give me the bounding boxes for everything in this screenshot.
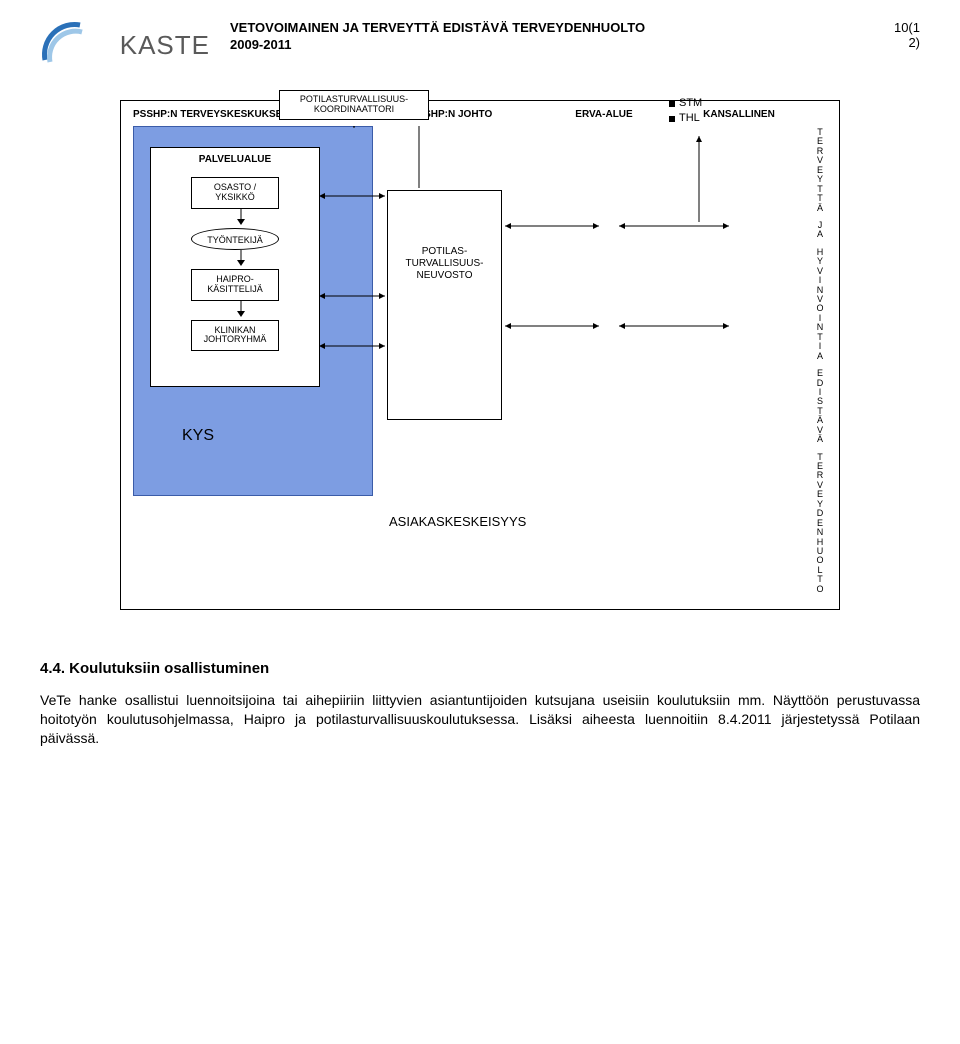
section-heading: 4.4. Koulutuksiin osallistuminen: [40, 660, 920, 677]
org-diagram: PSSHP:N TERVEYSKESKUKSET PSSHP:N JOHTO E…: [120, 100, 840, 610]
mgmt-box: KLINIKAN JOHTORYHMÄ: [191, 320, 279, 352]
title-line-2: 2009-2011: [230, 37, 894, 54]
page-number: 10(1 2): [894, 20, 920, 50]
national-item-stm: STM: [669, 96, 702, 111]
arrow-down-icon: [157, 301, 313, 317]
bottom-label: ASIAKASKESKEISYYS: [389, 514, 526, 529]
kys-region: PALVELUALUE OSASTO / YKSIKKÖ TYÖNTEKIJÄ …: [133, 126, 373, 496]
service-area-title: PALVELUALUE: [157, 154, 313, 165]
column-headers: PSSHP:N TERVEYSKESKUKSET PSSHP:N JOHTO E…: [129, 109, 831, 120]
unit-box: OSASTO / YKSIKKÖ: [191, 177, 279, 209]
national-list: STM THL: [669, 96, 702, 127]
doc-title: VETOVOIMAINEN JA TERVEYTTÄ EDISTÄVÄ TERV…: [230, 20, 894, 54]
arrow-down-icon: [157, 209, 313, 225]
diagram-body: POTILASTURVALLISUUS-KOORDINAATTORI STM T…: [129, 126, 831, 566]
page-num-top: 10(1: [894, 20, 920, 35]
council-box: POTILAS-TURVALLISUUS-NEUVOSTO: [387, 190, 502, 420]
national-item-thl: THL: [669, 111, 702, 126]
title-line-1: VETOVOIMAINEN JA TERVEYTTÄ EDISTÄVÄ TERV…: [230, 20, 894, 37]
coordinator-box: POTILASTURVALLISUUS-KOORDINAATTORI: [279, 90, 429, 120]
logo: KASTE: [40, 20, 210, 70]
service-area-box: PALVELUALUE OSASTO / YKSIKKÖ TYÖNTEKIJÄ …: [150, 147, 320, 387]
page: KASTE VETOVOIMAINEN JA TERVEYTTÄ EDISTÄV…: [0, 0, 960, 788]
kys-label: KYS: [182, 427, 214, 445]
worker-ellipse: TYÖNTEKIJÄ: [191, 228, 279, 250]
handler-box: HAIPRO-KÄSITTELIJÄ: [191, 269, 279, 301]
vertical-text: TERVEYTTÄJAHYVINVOINTIAEDISTÄVÄTERVEYDEN…: [813, 128, 827, 594]
logo-arc-icon: [40, 20, 85, 65]
logo-text: KASTE: [120, 30, 210, 61]
header: KASTE VETOVOIMAINEN JA TERVEYTTÄ EDISTÄV…: [40, 20, 920, 70]
col-header-3: ERVA-ALUE: [529, 109, 679, 120]
page-num-bot: 2): [894, 35, 920, 50]
arrow-down-icon: [157, 250, 313, 266]
section-paragraph: VeTe hanke osallistui luennoitsijoina ta…: [40, 691, 920, 748]
